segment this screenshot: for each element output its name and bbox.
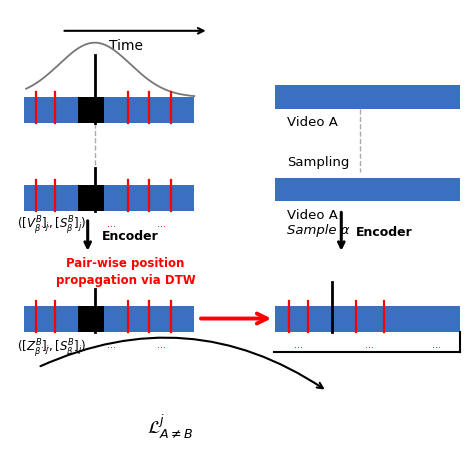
- Text: Video A: Video A: [287, 116, 337, 129]
- Text: Video A: Video A: [287, 209, 337, 221]
- Text: $\mathcal{L}^{j}_{A\neq B}$: $\mathcal{L}^{j}_{A\neq B}$: [147, 412, 194, 441]
- Text: ...: ...: [294, 340, 303, 350]
- Text: Sampling: Sampling: [287, 156, 349, 169]
- Text: ...: ...: [365, 340, 374, 350]
- Text: ...: ...: [41, 340, 49, 350]
- Bar: [275, 306, 460, 332]
- Bar: [275, 85, 460, 109]
- Text: Sample α: Sample α: [287, 224, 349, 237]
- Text: ...: ...: [157, 219, 165, 229]
- Text: $([Z^B_\beta]_j,[S^B_\beta]_j)$: $([Z^B_\beta]_j,[S^B_\beta]_j)$: [17, 337, 86, 358]
- Bar: [78, 97, 104, 123]
- Bar: [24, 97, 194, 123]
- Text: $([V^B_\beta]_j,[S^B_\beta]_j)$: $([V^B_\beta]_j,[S^B_\beta]_j)$: [17, 214, 86, 236]
- Text: ...: ...: [107, 219, 116, 229]
- Text: Encoder: Encoder: [102, 229, 159, 243]
- Bar: [24, 185, 194, 211]
- Text: ...: ...: [432, 340, 440, 350]
- Text: ...: ...: [41, 219, 49, 229]
- Text: ...: ...: [107, 340, 116, 350]
- Bar: [78, 185, 104, 211]
- Text: ...: ...: [157, 340, 165, 350]
- Bar: [24, 306, 194, 332]
- Text: Pair-wise position
propagation via DTW: Pair-wise position propagation via DTW: [56, 257, 195, 287]
- Text: Time: Time: [109, 39, 143, 53]
- Text: Encoder: Encoder: [356, 226, 412, 239]
- Bar: [78, 306, 104, 332]
- Bar: [275, 178, 460, 201]
